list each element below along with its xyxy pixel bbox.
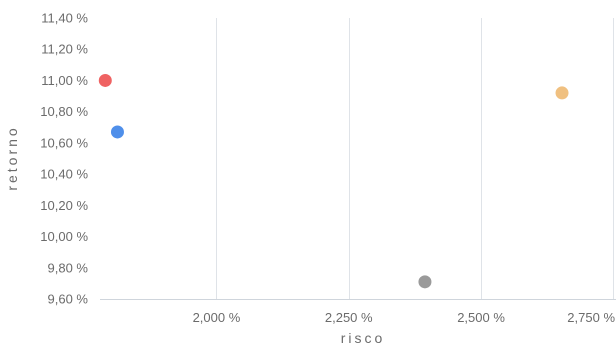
y-tick-label: 11,20 % (41, 42, 88, 57)
data-point[interactable] (110, 125, 124, 139)
y-axis-title: retorno (4, 125, 20, 190)
x-tick-label: 2,750 % (567, 310, 615, 325)
x-axis-title: risco (341, 330, 386, 346)
y-tick-label: 9,60 % (48, 292, 89, 307)
y-tick-label: 10,20 % (40, 198, 88, 213)
y-tick-label: 10,80 % (40, 104, 88, 119)
x-tick-label: 2,500 % (457, 310, 505, 325)
grid-layer (216, 18, 614, 299)
y-tick-labels: 9,60 % 9,80 % 10,00 % 10,20 % 10,40 % 10,60 %… (40, 11, 88, 307)
data-point[interactable] (555, 86, 569, 100)
x-tick-label: 2,250 % (325, 310, 373, 325)
y-tick-label: 9,80 % (48, 260, 89, 275)
y-tick-label: 10,60 % (40, 135, 88, 150)
y-tick-label: 11,40 % (41, 11, 88, 26)
y-tick-label: 10,40 % (40, 167, 88, 182)
data-point[interactable] (98, 73, 112, 87)
x-tick-labels: 2,000 % 2,250 % 2,500 % 2,750 % (193, 310, 616, 325)
y-tick-label: 10,00 % (40, 229, 88, 244)
data-points (98, 73, 569, 289)
data-point[interactable] (418, 275, 432, 289)
x-tick-label: 2,000 % (193, 310, 241, 325)
y-tick-label: 11,00 % (41, 73, 88, 88)
